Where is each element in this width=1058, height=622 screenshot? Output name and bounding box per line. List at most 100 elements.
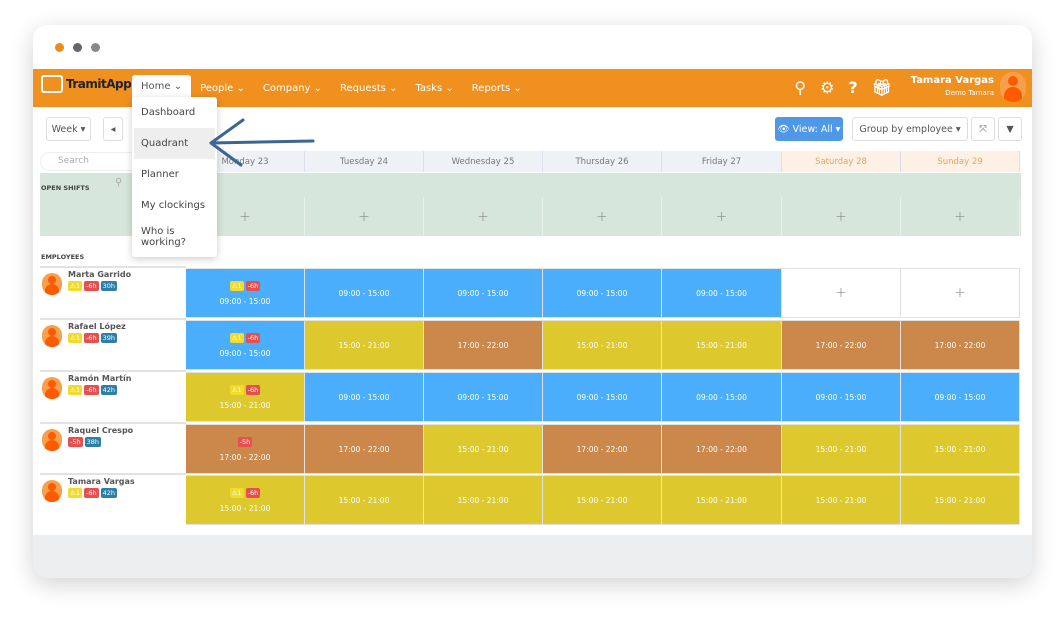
shift-cell[interactable]: 17:00 - 22:00 bbox=[305, 424, 424, 474]
shift-cell[interactable]: ⚠1 -6h 15:00 - 21:00 bbox=[186, 372, 305, 422]
menu-item-planner[interactable]: Planner bbox=[141, 169, 179, 180]
shift-cell[interactable]: 17:00 - 22:00 bbox=[782, 320, 901, 370]
shift-cell[interactable]: 09:00 - 15:00 bbox=[305, 372, 424, 422]
shift-cell[interactable]: 15:00 - 21:00 bbox=[543, 320, 662, 370]
pin-icon[interactable]: ⚲ bbox=[115, 177, 123, 188]
add-icon[interactable]: + bbox=[596, 208, 608, 225]
employee-row[interactable]: Marta Garrido ⚠1 -6h 30h bbox=[40, 266, 186, 318]
add-icon[interactable]: + bbox=[358, 208, 370, 225]
open-shift-cell[interactable]: + bbox=[543, 197, 662, 236]
add-icon[interactable]: + bbox=[239, 208, 251, 225]
fullscreen-button[interactable]: ⤧ bbox=[971, 117, 995, 141]
nav-requests-label: Requests bbox=[340, 82, 386, 94]
menu-item-who-is-working[interactable]: Who is working? bbox=[141, 225, 186, 248]
shift-cell[interactable]: ⚠1 -6h 15:00 - 21:00 bbox=[186, 475, 305, 525]
add-icon[interactable]: + bbox=[477, 208, 489, 225]
window-maximize-dot[interactable] bbox=[91, 43, 100, 52]
user-menu[interactable]: Tamara Vargas Demo Tamara bbox=[911, 75, 994, 97]
shift-cell[interactable]: 15:00 - 21:00 bbox=[662, 320, 782, 370]
add-icon[interactable]: + bbox=[835, 285, 847, 301]
shift-cell[interactable]: 09:00 - 15:00 bbox=[424, 268, 543, 318]
menu-item-dashboard[interactable]: Dashboard bbox=[141, 107, 196, 118]
menu-item-quadrant[interactable]: Quadrant bbox=[134, 128, 215, 159]
period-select[interactable]: Week ▾ bbox=[46, 117, 91, 141]
window-minimize-dot[interactable] bbox=[73, 43, 82, 52]
nav-company[interactable]: Company ⌄ bbox=[262, 82, 323, 94]
employee-row[interactable]: Ramón Martín ⚠1 -6h 42h bbox=[40, 370, 186, 422]
employee-row[interactable]: Tamara Vargas ⚠1 -6h 42h bbox=[40, 473, 186, 525]
badge: -5h bbox=[237, 436, 253, 447]
shift-badges: ⚠1 -6h bbox=[229, 384, 261, 395]
shift-cell[interactable]: 09:00 - 15:00 bbox=[543, 268, 662, 318]
shift-cell[interactable]: 15:00 - 21:00 bbox=[424, 424, 543, 474]
window-close-dot[interactable] bbox=[55, 43, 64, 52]
nav-requests[interactable]: Requests ⌄ bbox=[340, 82, 398, 94]
employee-row[interactable]: Raquel Crespo -5h 38h bbox=[40, 422, 186, 474]
empty-shift-cell[interactable]: + bbox=[901, 268, 1020, 318]
view-filter-button[interactable]: 👁 View: All ▾ bbox=[775, 117, 843, 141]
shift-cell[interactable]: 09:00 - 15:00 bbox=[901, 372, 1020, 422]
user-avatar[interactable] bbox=[1000, 72, 1026, 102]
employee-row[interactable]: Rafael López ⚠1 -6h 39h bbox=[40, 318, 186, 370]
menu-item-my-clockings[interactable]: My clockings bbox=[141, 200, 206, 211]
nav-people[interactable]: People ⌄ bbox=[200, 82, 245, 94]
header-icons: ⚲ ⚙ ? 🎁︎ bbox=[794, 78, 892, 97]
shift-cell[interactable]: 15:00 - 21:00 bbox=[543, 475, 662, 525]
shift-cell[interactable]: 15:00 - 21:00 bbox=[305, 475, 424, 525]
shift-time: 15:00 - 21:00 bbox=[457, 444, 509, 454]
help-icon[interactable]: ? bbox=[848, 78, 858, 97]
shift-time: 09:00 - 15:00 bbox=[576, 392, 628, 402]
shift-cell[interactable]: 17:00 - 22:00 bbox=[543, 424, 662, 474]
filter-button[interactable]: ▼ bbox=[998, 117, 1022, 141]
shift-cell[interactable]: -5h 17:00 - 22:00 bbox=[186, 424, 305, 474]
shift-time: 09:00 - 15:00 bbox=[338, 392, 390, 402]
logo-bubble-icon bbox=[41, 75, 63, 93]
shift-cell[interactable]: 09:00 - 15:00 bbox=[543, 372, 662, 422]
shift-cell[interactable]: 17:00 - 22:00 bbox=[901, 320, 1020, 370]
employee-badges: -5h 38h bbox=[68, 437, 101, 447]
empty-shift-cell[interactable]: + bbox=[782, 268, 901, 318]
shift-cell[interactable]: ⚠1 -6h 09:00 - 15:00 bbox=[186, 320, 305, 370]
open-shift-cell[interactable]: + bbox=[901, 197, 1020, 236]
open-shift-cell[interactable]: + bbox=[424, 197, 543, 236]
shift-cell[interactable]: ⚠1 -6h 09:00 - 15:00 bbox=[186, 268, 305, 318]
nav-reports[interactable]: Reports ⌄ bbox=[471, 82, 522, 94]
shift-cell[interactable]: 09:00 - 15:00 bbox=[782, 372, 901, 422]
shift-cell[interactable]: 15:00 - 21:00 bbox=[662, 475, 782, 525]
open-shift-cell[interactable]: + bbox=[782, 197, 901, 236]
shift-cell[interactable]: 15:00 - 21:00 bbox=[305, 320, 424, 370]
shift-cell[interactable]: 09:00 - 15:00 bbox=[662, 268, 782, 318]
group-by-button[interactable]: Group by employee ▾ bbox=[852, 117, 968, 141]
employee-avatar bbox=[42, 480, 62, 502]
prev-week-button[interactable]: ◂ bbox=[103, 117, 123, 141]
shift-cell[interactable]: 15:00 - 21:00 bbox=[901, 475, 1020, 525]
badge: -6h bbox=[245, 487, 261, 498]
gift-icon[interactable]: 🎁︎ bbox=[871, 78, 892, 97]
shift-cell[interactable]: 09:00 - 15:00 bbox=[424, 372, 543, 422]
shift-cell[interactable]: 17:00 - 22:00 bbox=[424, 320, 543, 370]
shift-cell[interactable]: 15:00 - 21:00 bbox=[901, 424, 1020, 474]
badge: -6h bbox=[83, 281, 99, 291]
shift-time: 09:00 - 15:00 bbox=[934, 392, 986, 402]
open-shift-cell[interactable]: + bbox=[186, 197, 305, 236]
open-shift-cell[interactable]: + bbox=[662, 197, 782, 236]
shift-cell[interactable]: 09:00 - 15:00 bbox=[305, 268, 424, 318]
add-icon[interactable]: + bbox=[835, 208, 847, 225]
employee-avatar bbox=[42, 273, 62, 295]
gear-icon[interactable]: ⚙ bbox=[820, 78, 835, 97]
add-icon[interactable]: + bbox=[715, 208, 728, 225]
app-logo[interactable]: TramitApp bbox=[41, 75, 132, 93]
shift-cell[interactable]: 17:00 - 22:00 bbox=[662, 424, 782, 474]
shift-cell[interactable]: 15:00 - 21:00 bbox=[782, 475, 901, 525]
search-icon[interactable]: ⚲ bbox=[794, 78, 807, 97]
shift-time: 15:00 - 21:00 bbox=[696, 495, 747, 505]
nav-tasks[interactable]: Tasks ⌄ bbox=[415, 82, 454, 94]
open-shift-cell[interactable]: + bbox=[305, 197, 424, 236]
add-icon[interactable]: + bbox=[954, 285, 966, 301]
shift-cell[interactable]: 09:00 - 15:00 bbox=[662, 372, 782, 422]
shift-cell[interactable]: 15:00 - 21:00 bbox=[782, 424, 901, 474]
add-icon[interactable]: + bbox=[954, 208, 966, 225]
employee-name: Tamara Vargas bbox=[68, 477, 135, 486]
shift-cell[interactable]: 15:00 - 21:00 bbox=[424, 475, 543, 525]
open-shifts-label: OPEN SHIFTS bbox=[41, 184, 90, 192]
